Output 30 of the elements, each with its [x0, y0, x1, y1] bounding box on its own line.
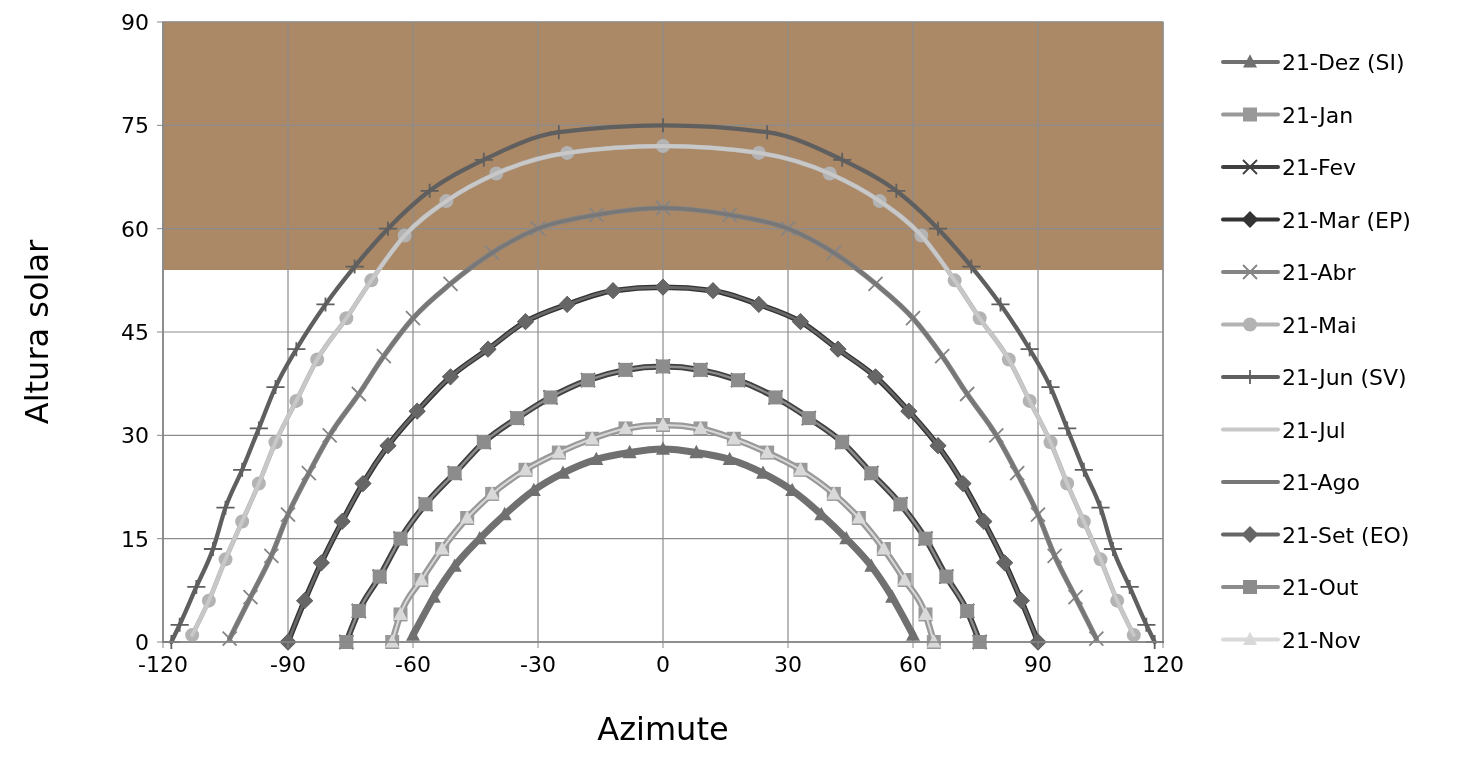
legend-label: 21-Ago [1282, 470, 1360, 495]
x-tick-label: -120 [138, 652, 188, 677]
legend-label: 21-Mai [1282, 312, 1357, 338]
legend-label: 21-Set (EO) [1282, 522, 1410, 548]
legend-label: 21-Jul [1282, 417, 1346, 443]
y-tick-label: 30 [121, 423, 149, 449]
y-tick-label: 60 [121, 216, 149, 242]
legend-label: 21-Jun (SV) [1282, 365, 1407, 390]
x-tick-label: -30 [520, 652, 556, 677]
y-tick-label: 75 [121, 113, 149, 139]
x-tick-label: 0 [656, 652, 670, 677]
x-tick-label: 90 [1024, 652, 1052, 677]
legend-label: 21-Nov [1282, 627, 1361, 653]
y-tick-label: 0 [135, 630, 149, 655]
legend-label: 21-Fev [1282, 155, 1356, 180]
legend-label: 21-Mar (EP) [1282, 207, 1411, 233]
x-axis-title: Azimute [597, 710, 729, 748]
x-tick-label: -90 [270, 652, 306, 677]
legend-label: 21-Out [1282, 575, 1359, 600]
x-tick-label: -60 [395, 652, 431, 677]
x-tick-label: 60 [899, 652, 927, 677]
legend-label: 21-Abr [1282, 260, 1357, 285]
y-tick-label: 15 [121, 526, 149, 552]
y-tick-label: 45 [121, 320, 149, 345]
y-tick-label: 90 [121, 10, 149, 35]
legend-label: 21-Jan [1282, 102, 1354, 128]
y-axis-title: Altura solar [18, 238, 56, 425]
legend-label: 21-Dez (SI) [1282, 50, 1405, 75]
x-tick-label: 30 [774, 652, 802, 677]
x-tick-label: 120 [1142, 652, 1184, 677]
